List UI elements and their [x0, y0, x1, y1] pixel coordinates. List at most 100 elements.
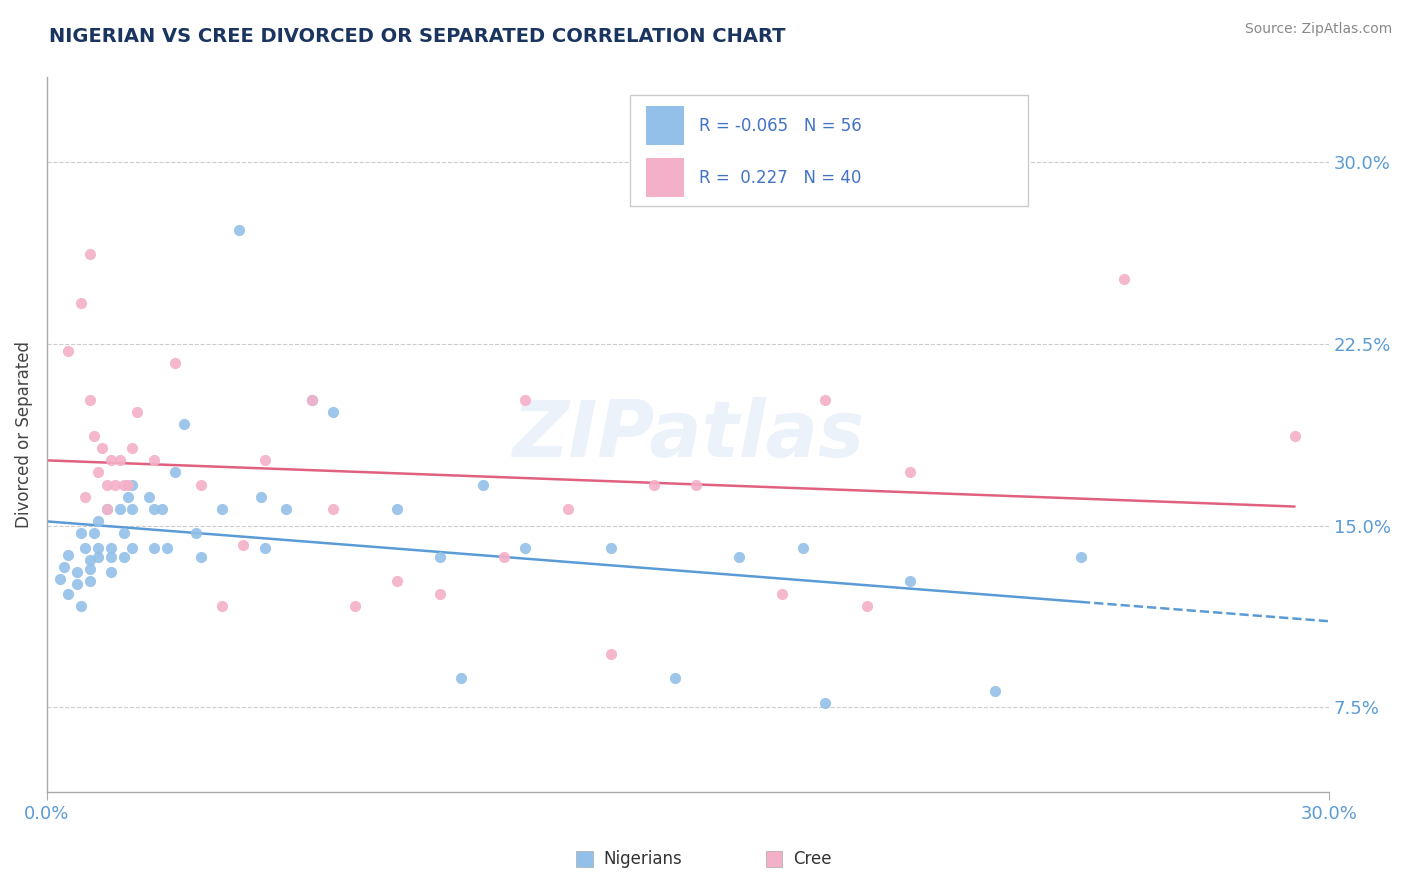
Bar	[645, 106, 683, 145]
Point	[228, 223, 250, 237]
Point	[58, 344, 80, 359]
Point	[108, 453, 131, 467]
Point	[70, 526, 93, 541]
Point	[898, 466, 921, 480]
Point	[48, 572, 70, 586]
Point	[1070, 550, 1092, 565]
Point	[253, 453, 276, 467]
Point	[322, 405, 344, 419]
Point	[322, 501, 344, 516]
Point	[685, 477, 707, 491]
Point	[249, 490, 271, 504]
Point	[211, 599, 233, 613]
Point	[728, 550, 751, 565]
Point	[66, 577, 89, 591]
Point	[600, 647, 623, 661]
Point	[87, 466, 110, 480]
Point	[1284, 429, 1306, 443]
Point	[343, 599, 366, 613]
Point	[87, 541, 110, 555]
Point	[515, 541, 537, 555]
Point	[150, 501, 173, 516]
Point	[70, 599, 93, 613]
Point	[142, 501, 165, 516]
Point	[121, 501, 143, 516]
Text: R = -0.065   N = 56: R = -0.065 N = 56	[699, 117, 862, 135]
Point	[664, 672, 686, 686]
Point	[75, 490, 97, 504]
Y-axis label: Divorced or Separated: Divorced or Separated	[15, 342, 32, 528]
Point	[53, 560, 76, 574]
Point	[58, 586, 80, 600]
Point	[121, 477, 143, 491]
Text: Source: ZipAtlas.com: Source: ZipAtlas.com	[1244, 22, 1392, 37]
Point	[190, 550, 212, 565]
Point	[70, 295, 93, 310]
Bar	[630, 95, 1028, 206]
Point	[387, 501, 409, 516]
Point	[387, 574, 409, 589]
Text: Nigerians: Nigerians	[603, 850, 682, 868]
Point	[190, 477, 212, 491]
Point	[600, 541, 623, 555]
Point	[100, 550, 122, 565]
Point	[165, 466, 187, 480]
Point	[276, 501, 298, 516]
Text: ZIPatlas: ZIPatlas	[512, 397, 863, 473]
Point	[91, 441, 114, 455]
Point	[856, 599, 879, 613]
Point	[79, 247, 101, 261]
Point	[79, 574, 101, 589]
Point	[87, 514, 110, 528]
Point	[75, 541, 97, 555]
Point	[121, 541, 143, 555]
Point	[100, 453, 122, 467]
Point	[301, 392, 323, 407]
Point	[301, 392, 323, 407]
Point	[1112, 271, 1135, 285]
Point	[117, 477, 139, 491]
Point	[471, 477, 494, 491]
Point	[984, 683, 1007, 698]
Point	[100, 541, 122, 555]
Point	[87, 550, 110, 565]
Point	[96, 477, 118, 491]
Point	[557, 501, 579, 516]
Text: NIGERIAN VS CREE DIVORCED OR SEPARATED CORRELATION CHART: NIGERIAN VS CREE DIVORCED OR SEPARATED C…	[49, 27, 786, 45]
Point	[112, 526, 135, 541]
Point	[429, 550, 451, 565]
Point	[121, 441, 143, 455]
Point	[165, 356, 187, 370]
Point	[450, 672, 472, 686]
Point	[100, 565, 122, 579]
Bar	[645, 158, 683, 197]
Text: Cree: Cree	[793, 850, 832, 868]
Point	[142, 541, 165, 555]
Point	[142, 453, 165, 467]
Point	[58, 548, 80, 562]
Point	[770, 586, 793, 600]
Point	[117, 490, 139, 504]
Point	[83, 526, 105, 541]
Point	[173, 417, 195, 431]
Point	[253, 541, 276, 555]
Point	[108, 501, 131, 516]
Point	[429, 586, 451, 600]
Point	[79, 552, 101, 566]
Point	[138, 490, 160, 504]
Point	[515, 392, 537, 407]
Point	[96, 501, 118, 516]
Point	[155, 541, 177, 555]
Point	[211, 501, 233, 516]
Text: R =  0.227   N = 40: R = 0.227 N = 40	[699, 169, 862, 186]
Point	[104, 477, 127, 491]
Point	[813, 696, 835, 710]
Point	[112, 477, 135, 491]
Point	[79, 392, 101, 407]
Point	[813, 392, 835, 407]
Point	[66, 565, 89, 579]
Point	[643, 477, 665, 491]
Point	[79, 562, 101, 576]
Point	[112, 550, 135, 565]
Point	[232, 538, 254, 552]
